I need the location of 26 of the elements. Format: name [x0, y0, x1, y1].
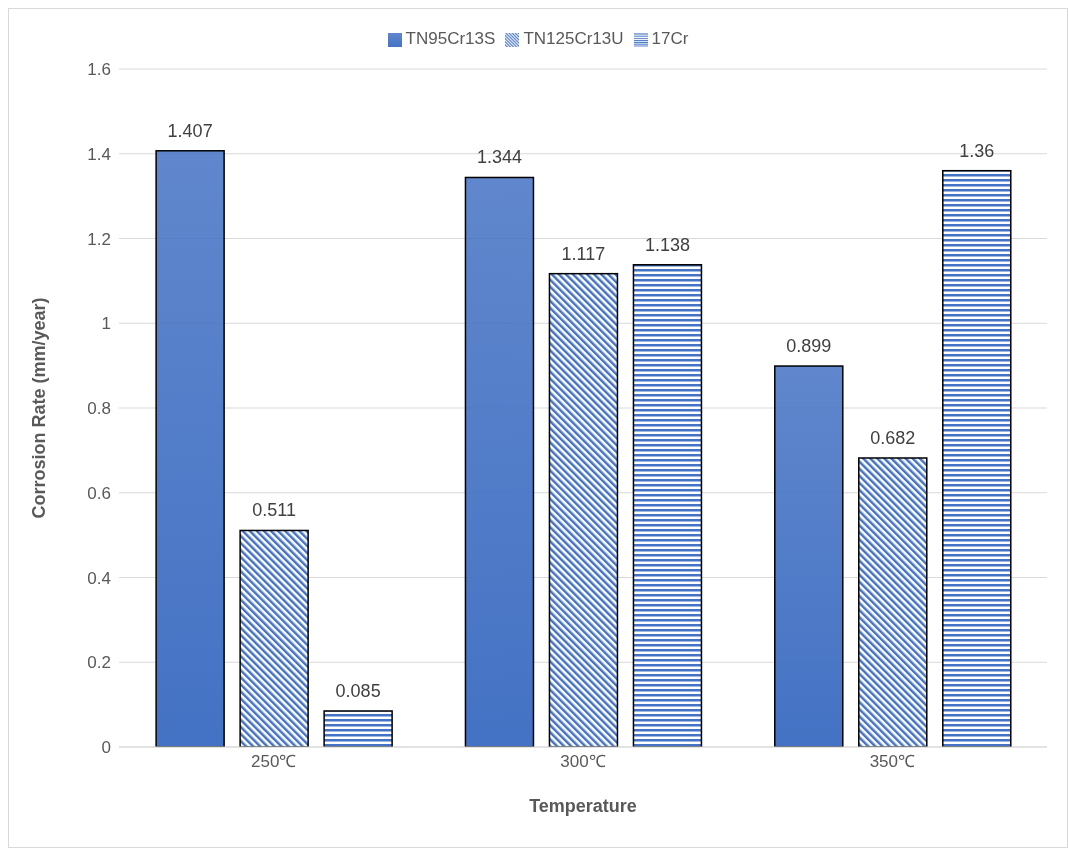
y-tick-label: 1.4	[87, 144, 111, 164]
x-tick-label: 350℃	[869, 752, 916, 772]
x-axis-title: Temperature	[529, 796, 637, 816]
y-tick-label: 1	[101, 314, 111, 334]
legend-label: TN95Cr13S	[405, 29, 496, 48]
legend-label: TN125Cr13U	[523, 29, 624, 48]
y-tick-label: 0.4	[87, 568, 111, 588]
y-tick-label: 1.2	[87, 229, 111, 249]
y-tick-label: 1.6	[87, 60, 111, 80]
data-label: 1.344	[476, 147, 522, 168]
data-label: 1.117	[561, 243, 606, 264]
x-tick-label: 300℃	[560, 752, 606, 772]
y-tick-label: 0	[101, 738, 111, 758]
x-tick-label: 250℃	[250, 752, 297, 772]
y-tick-label: 0.2	[87, 653, 111, 673]
y-tick-label: 0.8	[87, 399, 111, 419]
data-label: 1.138	[644, 234, 690, 255]
data-label: 0.511	[252, 500, 296, 521]
y-tick-label: 0.6	[87, 483, 111, 503]
data-label: 1.407	[167, 120, 213, 141]
data-label: 0.682	[870, 428, 916, 448]
y-axis-title: Corrosion Rate (mm/year)	[29, 297, 50, 519]
legend-label: 17Cr	[651, 29, 689, 48]
data-label: 1.36	[959, 140, 995, 161]
data-label: 0.085	[335, 680, 381, 701]
data-label: 0.899	[786, 336, 832, 357]
